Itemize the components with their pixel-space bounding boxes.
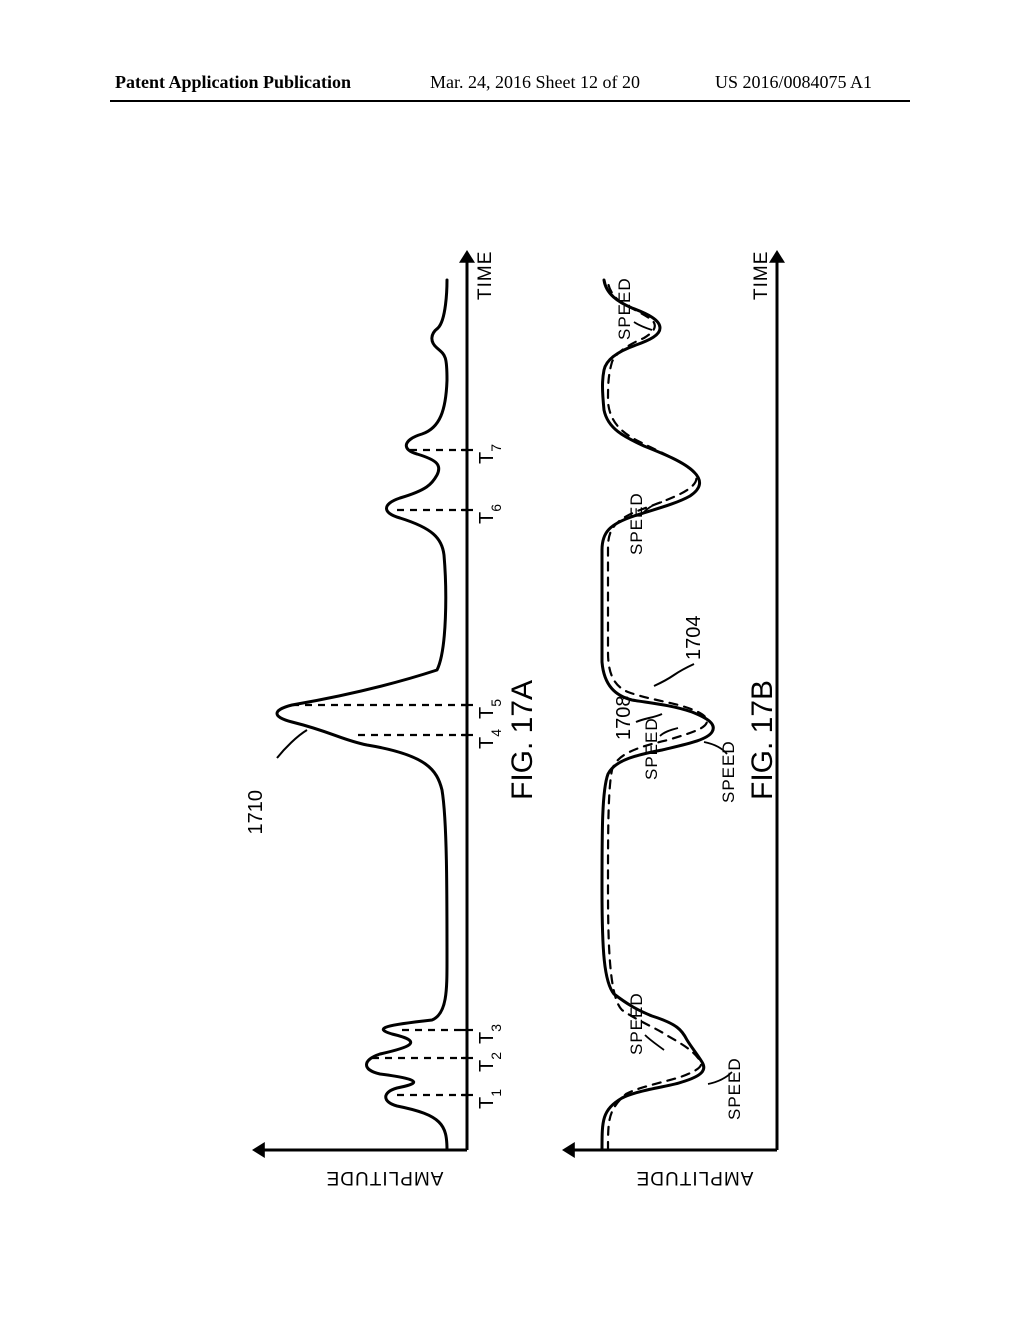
header-center: Mar. 24, 2016 Sheet 12 of 20	[430, 72, 640, 93]
svg-text:SPEED: SPEED	[627, 992, 646, 1055]
svg-text:1710: 1710	[245, 790, 267, 835]
page-header: Patent Application Publication Mar. 24, …	[0, 72, 1024, 102]
svg-text:1708: 1708	[613, 696, 635, 741]
svg-text:TIME: TIME	[475, 251, 496, 300]
svg-text:SPEED: SPEED	[615, 277, 634, 340]
svg-text:T1: T1	[476, 1089, 504, 1109]
svg-text:AMPLITUDE: AMPLITUDE	[636, 1167, 754, 1188]
svg-text:T7: T7	[476, 444, 504, 464]
svg-text:SPEED: SPEED	[725, 1057, 744, 1120]
svg-text:T2: T2	[476, 1052, 504, 1072]
svg-text:SPEED: SPEED	[627, 492, 646, 555]
svg-text:FIG. 17A: FIG. 17A	[506, 680, 539, 800]
svg-text:T6: T6	[476, 504, 504, 524]
svg-text:T4: T4	[476, 729, 504, 749]
svg-text:TIME: TIME	[751, 251, 772, 300]
svg-text:T3: T3	[476, 1024, 504, 1044]
svg-text:AMPLITUDE: AMPLITUDE	[326, 1167, 444, 1188]
figure-svg: AMPLITUDE TIME T1 T2 T3 T4 T5 T6 T7 1710 FIG. 17A A…	[232, 210, 792, 1210]
svg-text:1704: 1704	[683, 616, 705, 661]
svg-text:FIG. 17B: FIG. 17B	[746, 680, 779, 800]
svg-text:SPEED: SPEED	[642, 717, 661, 780]
header-rule	[110, 100, 910, 102]
figure-rotated-container: AMPLITUDE TIME T1 T2 T3 T4 T5 T6 T7 1710 FIG. 17A A…	[232, 210, 792, 1210]
header-right: US 2016/0084075 A1	[715, 72, 872, 93]
header-left: Patent Application Publication	[115, 72, 351, 93]
svg-text:T5: T5	[476, 699, 504, 719]
